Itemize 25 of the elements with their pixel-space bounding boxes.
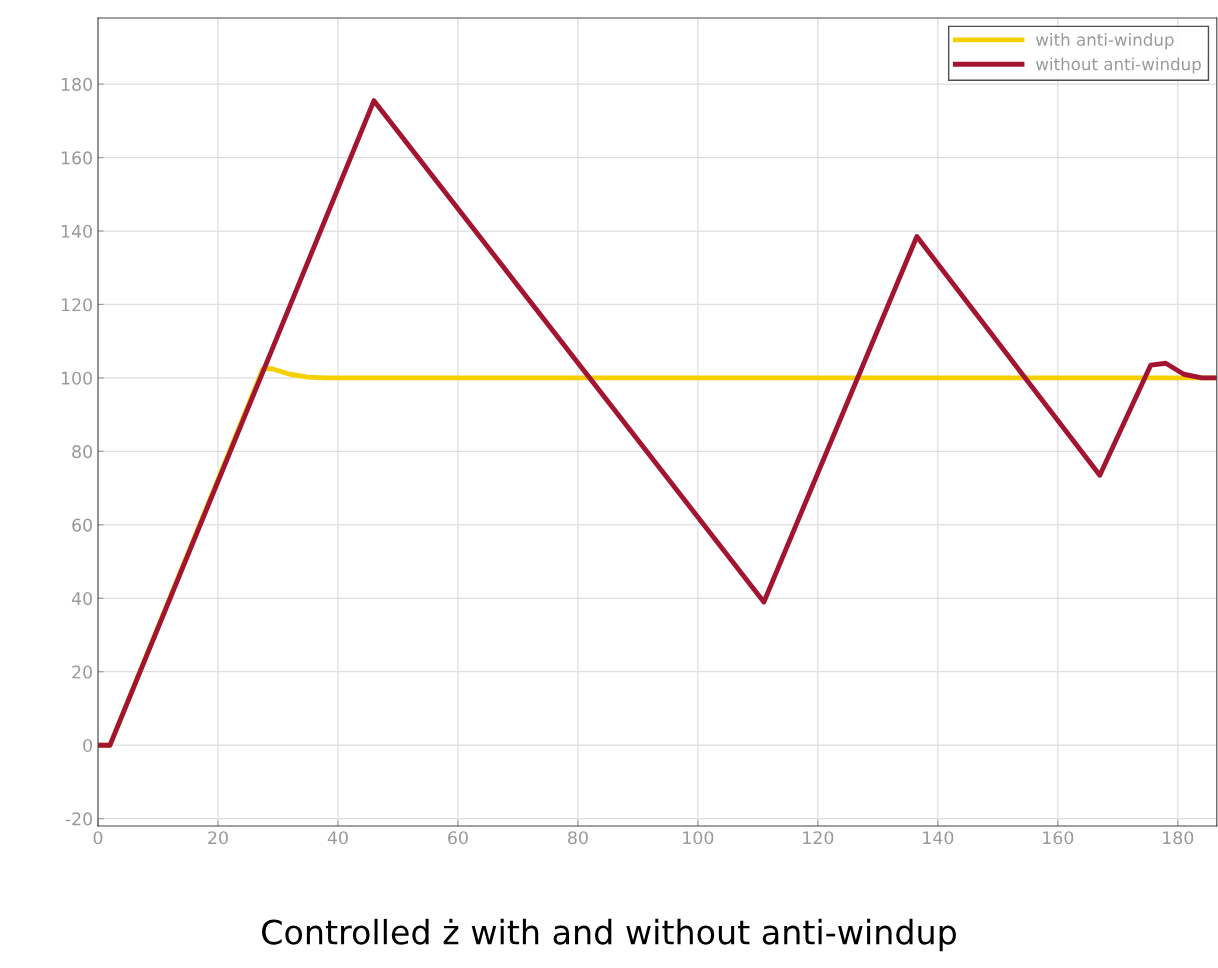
y-tick-label: 0 [83, 738, 92, 753]
y-tick-label: 80 [72, 445, 92, 459]
y-tick-label: 60 [72, 518, 92, 532]
x-tick-label: 60 [448, 831, 468, 845]
line-series [98, 98, 1217, 748]
legend-label: without anti-windup [1036, 57, 1201, 74]
x-tick-label: 40 [327, 831, 348, 845]
x-tick-label: 180 [1163, 831, 1194, 845]
y-tick-label: 180 [61, 77, 92, 91]
x-tick-label: 0 [93, 831, 103, 845]
y-tick-label: 40 [71, 592, 92, 606]
y-tick-label: 120 [61, 298, 92, 312]
y-tick-label: 20 [72, 665, 92, 679]
y-tick-label: 140 [61, 224, 92, 238]
y-tick-label: -20 [65, 812, 92, 826]
text: Controlled ż with and without anti-windup [262, 918, 956, 952]
x-tick-label: 120 [803, 831, 834, 845]
x-tick-label: 140 [923, 831, 954, 845]
x-tick-label: 80 [568, 831, 588, 845]
x-tick-label: 20 [208, 831, 228, 845]
y-tick-label: 160 [61, 151, 92, 165]
legend-label: with anti-windup [1036, 33, 1174, 50]
x-tick-label: 160 [1043, 831, 1074, 845]
y-tick-label: 100 [61, 371, 92, 385]
x-tick-label: 100 [683, 831, 714, 845]
